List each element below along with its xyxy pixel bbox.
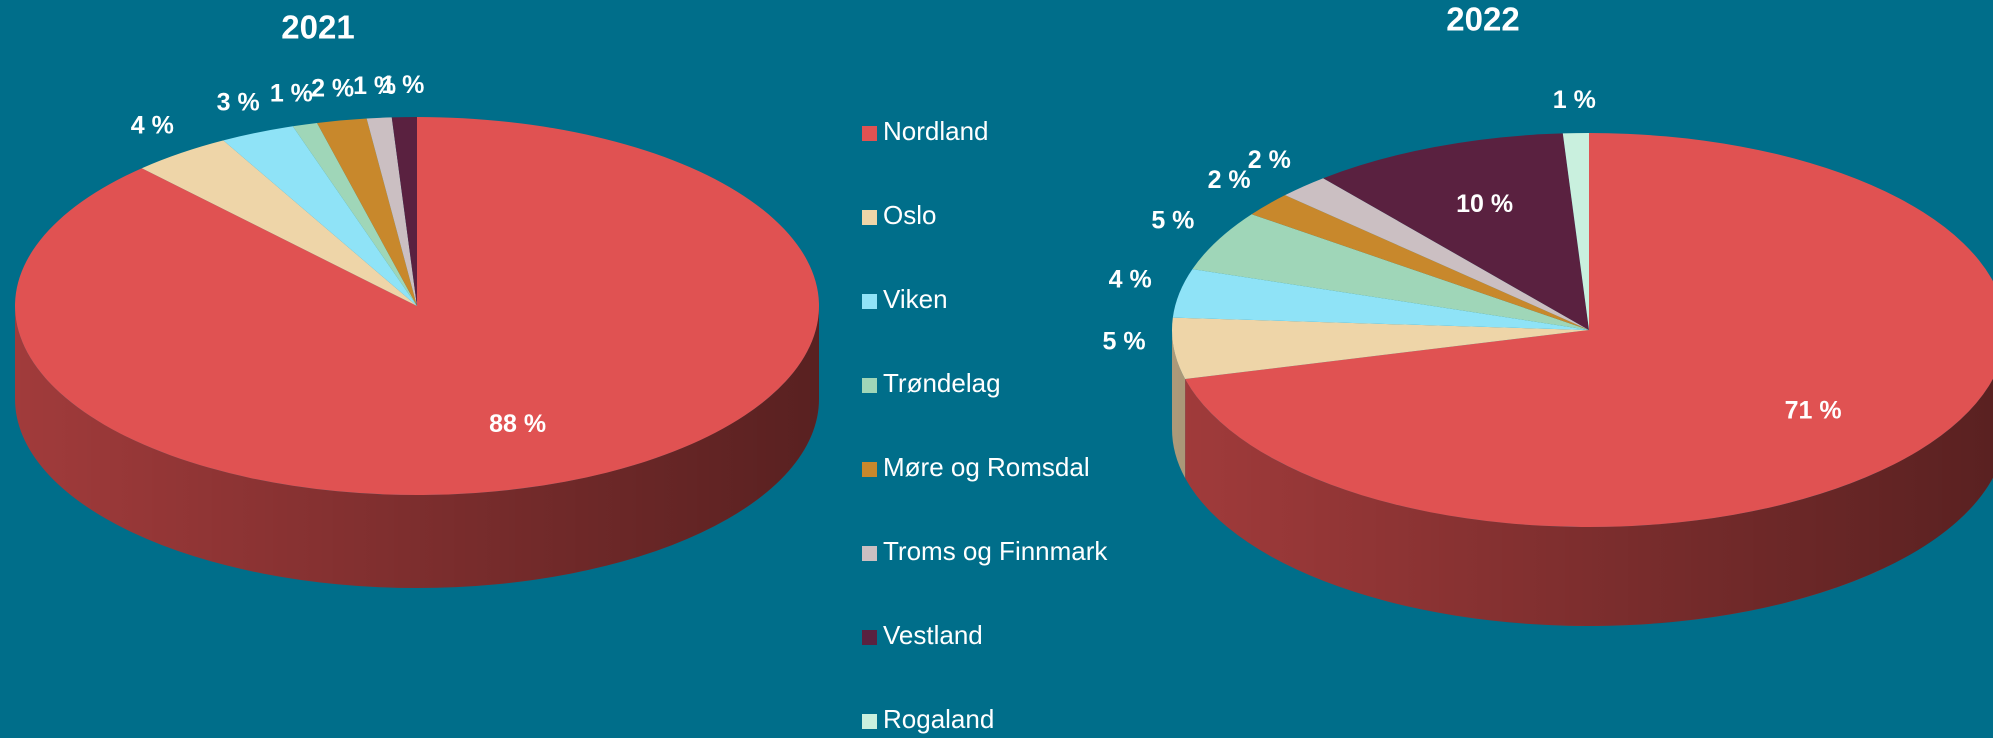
data-label: 10 % [1456, 190, 1513, 218]
legend-label: Møre og Romsdal [883, 452, 1090, 482]
pie-slice [366, 117, 417, 306]
legend-label: Rogaland [883, 704, 994, 734]
data-label: 4 % [1109, 265, 1152, 293]
pie-slice [317, 118, 417, 306]
data-label: 2 % [1208, 166, 1251, 194]
legend-label: Nordland [883, 116, 989, 146]
data-label: 71 % [1785, 397, 1842, 425]
legend-label: Vestland [883, 620, 983, 650]
pie-slice [1172, 317, 1589, 379]
pie-slice [14, 117, 819, 495]
legend-swatch [862, 630, 877, 645]
legend-swatch [862, 462, 877, 477]
legend-swatch [862, 294, 877, 309]
data-label: 2 % [1248, 146, 1291, 174]
pie-slice [1192, 214, 1589, 330]
chart-title: 2021 [281, 9, 354, 46]
legend-swatch [862, 546, 877, 561]
data-label: 2 % [311, 75, 354, 103]
legend-swatch [862, 126, 877, 141]
legend-swatch [862, 210, 877, 225]
legend-label: Trøndelag [883, 368, 1001, 398]
data-label: 88 % [489, 410, 546, 438]
data-label: 3 % [217, 88, 260, 116]
legend-swatch [862, 714, 877, 729]
pie-slice [1562, 133, 1589, 330]
data-label: 1 % [353, 72, 396, 100]
legend-label: Troms og Finnmark [883, 536, 1108, 566]
pie-slice [391, 117, 417, 306]
data-label: 1 % [1553, 86, 1596, 114]
data-label: 1 % [270, 79, 313, 107]
data-label: 1 % [381, 71, 424, 99]
data-label: 4 % [131, 111, 174, 139]
data-label: 5 % [1151, 206, 1194, 234]
chart-title: 2022 [1446, 1, 1519, 38]
pie-slice [1172, 269, 1589, 330]
pie-slice [1185, 133, 1993, 527]
pie-slice [141, 140, 417, 306]
legend-swatch [862, 378, 877, 393]
data-label: 5 % [1102, 327, 1145, 355]
pie-slice [223, 126, 417, 306]
pie-slice [1285, 178, 1589, 330]
pie-slice [1251, 195, 1589, 330]
legend-label: Viken [883, 284, 948, 314]
pie-slice [292, 122, 417, 307]
legend-label: Oslo [883, 200, 936, 230]
pie-slice [1323, 133, 1589, 330]
